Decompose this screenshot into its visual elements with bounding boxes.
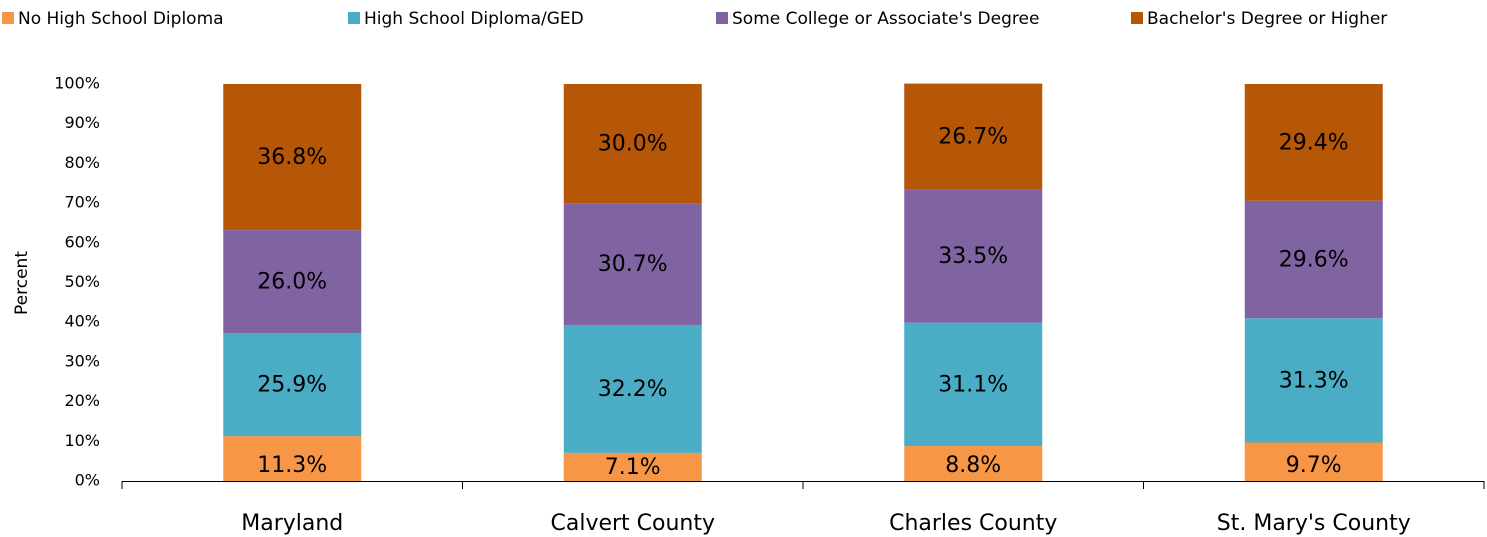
bar-segment [904, 322, 1043, 447]
legend-label: Some College or Associate's Degree [732, 9, 1039, 29]
y-tick-label: 90% [64, 113, 100, 132]
bar-segment [904, 83, 1043, 190]
x-tick-label: St. Mary's County [1217, 511, 1411, 536]
bar-segment [904, 189, 1043, 323]
bar-segment [563, 452, 702, 481]
legend-swatch [716, 12, 728, 24]
value-label: 36.8% [257, 145, 327, 170]
value-label: 33.5% [938, 244, 1008, 269]
value-label: 31.3% [1279, 368, 1349, 393]
bar-segment [1244, 200, 1383, 319]
legend-label: High School Diploma/GED [364, 9, 584, 29]
y-tick-label: 60% [64, 232, 100, 251]
y-tick-label: 10% [64, 431, 100, 450]
x-tick-label: Maryland [241, 511, 343, 536]
y-tick-label: 70% [64, 193, 100, 212]
legend-label: Bachelor's Degree or Higher [1147, 9, 1387, 29]
y-tick-label: 30% [64, 351, 100, 370]
legend-label: No High School Diploma [18, 9, 224, 29]
y-axis-label: Percent [12, 251, 32, 315]
value-label: 30.0% [598, 132, 668, 157]
bar-segment [223, 84, 362, 231]
bar-segment [563, 203, 702, 325]
y-tick-label: 0% [75, 471, 100, 490]
y-tick-label: 40% [64, 312, 100, 331]
y-tick-label: 50% [64, 272, 100, 291]
bar-segment [1244, 84, 1383, 201]
value-label: 26.7% [938, 125, 1008, 150]
x-tick-label: Calvert County [550, 511, 715, 536]
value-label: 26.0% [257, 270, 327, 295]
value-label: 29.4% [1279, 130, 1349, 155]
legend-swatch [348, 12, 360, 24]
value-label: 30.7% [598, 252, 668, 277]
bar-segment [563, 324, 702, 453]
bar-segment [1244, 318, 1383, 443]
x-tick-label: Charles County [889, 511, 1057, 536]
value-label: 29.6% [1279, 247, 1349, 272]
bar-segment [223, 333, 362, 437]
value-label: 32.2% [598, 377, 668, 402]
bar-segment [223, 230, 362, 334]
value-label: 7.1% [605, 455, 661, 480]
bar-segment [223, 436, 362, 481]
value-label: 11.3% [257, 453, 327, 478]
legend-swatch [1131, 12, 1143, 24]
y-tick-label: 100% [54, 74, 100, 93]
value-label: 31.1% [938, 372, 1008, 397]
value-label: 9.7% [1286, 453, 1342, 478]
value-label: 8.8% [945, 453, 1001, 478]
value-label: 25.9% [257, 373, 327, 398]
y-tick-label: 20% [64, 391, 100, 410]
bar-segment [904, 446, 1043, 481]
y-tick-label: 80% [64, 153, 100, 172]
legend-swatch [2, 12, 14, 24]
bar-segment [1244, 442, 1383, 481]
bar-segment [563, 84, 702, 204]
